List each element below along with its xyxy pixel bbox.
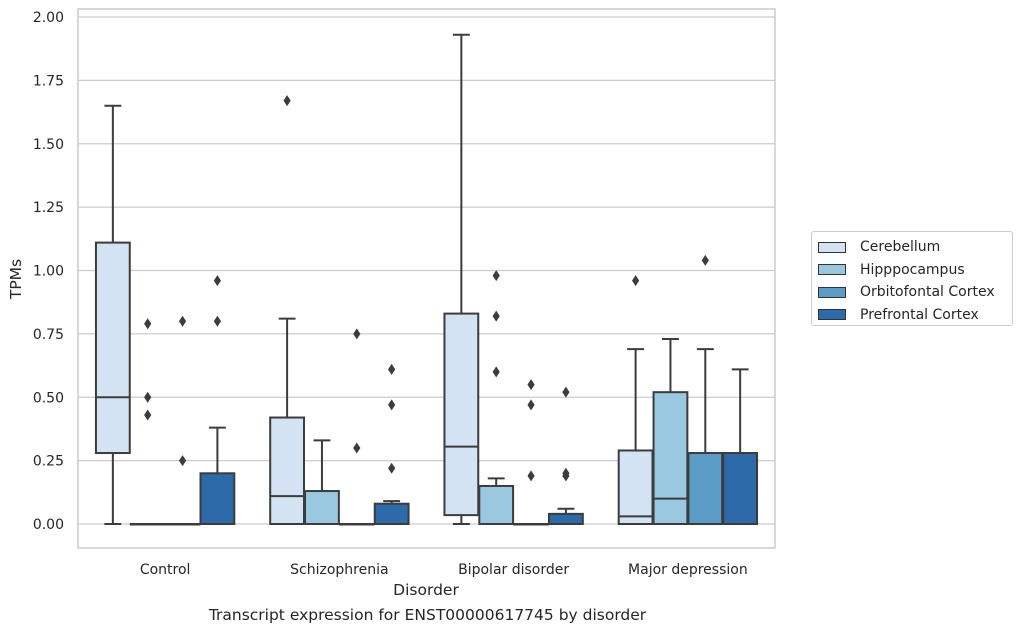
box-body — [652, 391, 689, 525]
y-tick-label: 0.75 — [33, 327, 64, 343]
box-cerebellum — [617, 275, 654, 525]
box-body — [478, 484, 515, 526]
outlier-point — [388, 399, 396, 411]
box-orbitofontal-cortex — [164, 315, 201, 526]
y-tick-label: 0.25 — [33, 454, 64, 470]
box-hipppocampus — [129, 318, 166, 526]
box-orbitofontal-cortex — [513, 379, 549, 526]
outlier-point — [492, 270, 500, 282]
y-tick-label: 1.50 — [33, 137, 64, 153]
box-body — [722, 452, 759, 525]
legend-item: Prefrontal Cortex — [818, 304, 1012, 327]
y-tick-label: 0.50 — [33, 390, 64, 406]
outlier-point — [527, 379, 535, 391]
legend-label: Prefrontal Cortex — [860, 306, 979, 323]
box-prefrontal-cortex — [373, 363, 410, 526]
y-tick-label: 1.75 — [33, 73, 64, 89]
outlier-point — [283, 95, 291, 107]
box-orbitofontal-cortex — [687, 254, 724, 525]
y-axis-label: TPMs — [7, 259, 25, 300]
x-axis-ticks: Control Schizophrenia Bipolar disorder Majo… — [140, 562, 748, 578]
box-prefrontal-cortex — [722, 368, 759, 525]
x-tick-label: Schizophrenia — [290, 562, 388, 578]
outlier-point — [178, 315, 187, 327]
box-body — [547, 512, 584, 525]
box-body — [269, 416, 306, 525]
box-hipppocampus — [652, 337, 689, 525]
x-axis-label: Disorder — [393, 581, 459, 599]
box-cerebellum — [443, 33, 480, 525]
gridlines — [78, 16, 775, 525]
legend-item: Cerebellum — [818, 236, 1012, 259]
outlier-point — [353, 328, 361, 340]
y-tick-label: 1.00 — [33, 264, 64, 280]
x-tick-label: Bipolar disorder — [458, 562, 569, 578]
box-body — [443, 312, 480, 517]
legend-swatch — [818, 241, 846, 253]
box-orbitofontal-cortex — [338, 328, 375, 526]
box-body — [304, 490, 340, 526]
outlier-point — [144, 318, 152, 330]
box-cerebellum — [94, 104, 131, 525]
x-tick-label: Control — [140, 562, 191, 578]
legend: Cerebellum Hipppocampus Orbitofontal Corte… — [811, 231, 1013, 326]
outlier-point — [701, 254, 709, 266]
legend-item: Hipppocampus — [818, 259, 1012, 282]
outlier-point — [353, 442, 361, 454]
outlier-point — [144, 409, 152, 421]
y-tick-label: 2.00 — [33, 10, 64, 26]
box-cerebellum — [269, 95, 306, 525]
outlier-point — [492, 310, 500, 322]
x-tick-label: Major depression — [628, 562, 748, 578]
box-body — [199, 472, 236, 525]
outlier-point — [144, 391, 152, 403]
legend-item: Orbitofontal Cortex — [818, 281, 1012, 304]
boxes — [94, 33, 759, 526]
plot-area-frame — [77, 8, 776, 549]
y-tick-label: 0.00 — [33, 517, 64, 533]
box-hipppocampus — [304, 439, 340, 526]
outlier-point — [213, 315, 221, 327]
outlier-point — [527, 399, 535, 411]
box-prefrontal-cortex — [547, 386, 584, 525]
chart-caption: Transcript expression for ENST0000061774… — [208, 606, 647, 624]
legend-swatch — [818, 264, 846, 276]
box-body — [687, 452, 724, 525]
box-hipppocampus — [478, 270, 515, 526]
outlier-point — [388, 363, 396, 375]
legend-swatch — [818, 286, 846, 298]
outlier-point — [562, 470, 570, 482]
outlier-point — [632, 275, 640, 287]
box-body — [94, 241, 131, 455]
outlier-point — [178, 455, 187, 467]
outlier-point — [213, 275, 221, 287]
outlier-point — [562, 386, 570, 398]
y-axis-ticks: 0.00 0.25 0.50 0.75 1.00 1.25 1.50 1.75 2.00 — [33, 10, 64, 533]
legend-swatch — [818, 309, 846, 321]
box-body — [373, 502, 410, 526]
outlier-point — [527, 470, 535, 482]
legend-label: Hipppocampus — [860, 261, 965, 278]
box-prefrontal-cortex — [199, 275, 236, 525]
box-body — [617, 449, 654, 525]
outlier-point — [492, 366, 500, 378]
y-tick-label: 1.25 — [33, 200, 64, 216]
outlier-point — [388, 462, 396, 474]
legend-label: Cerebellum — [860, 239, 941, 256]
legend-label: Orbitofontal Cortex — [860, 284, 995, 301]
